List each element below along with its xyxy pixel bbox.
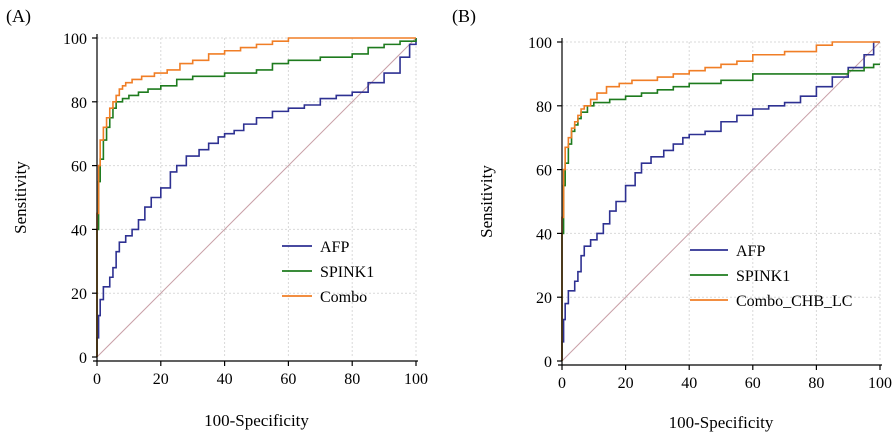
series-line-spink1 bbox=[96, 38, 417, 357]
x-tick-label-b: 0 bbox=[558, 375, 566, 392]
legend-a: AFP SPINK1 Combo bbox=[282, 239, 374, 306]
legend-b: AFP SPINK1 Combo_CHB_LC bbox=[690, 243, 852, 310]
y-tick-label-a: 100 bbox=[63, 31, 87, 48]
legend-label-afp: AFP bbox=[320, 239, 349, 256]
roc-chart-b: (B) 0 20 40 60 80 100 0 20 40 60 80 100 100-Specifi… bbox=[452, 6, 892, 432]
x-tick-label-b: 80 bbox=[808, 375, 824, 392]
y-axis-title-a: Sensitivity bbox=[11, 161, 30, 234]
legend-label-spink1: SPINK1 bbox=[320, 264, 374, 281]
x-tick-label-a: 60 bbox=[280, 371, 296, 388]
y-tick-label-a: 80 bbox=[71, 95, 87, 112]
x-tick-label-b: 20 bbox=[618, 375, 634, 392]
reference-line-a bbox=[96, 37, 417, 358]
x-tick-label-a: 20 bbox=[153, 371, 169, 388]
series-line-afp bbox=[96, 38, 417, 357]
series-b bbox=[561, 41, 880, 361]
x-tick-label-a: 40 bbox=[217, 371, 233, 388]
x-tick-label-a: 0 bbox=[93, 371, 101, 388]
series-line-combo-chb-lc bbox=[561, 41, 880, 361]
legend-label-spink1: SPINK1 bbox=[736, 268, 790, 285]
x-axis-title-b: 100-Specificity bbox=[669, 413, 774, 432]
y-tick-label-a: 0 bbox=[79, 350, 87, 367]
y-tick-label-b: 100 bbox=[528, 35, 552, 52]
y-tick-label-b: 40 bbox=[536, 226, 552, 243]
tick-labels-b: 0 20 40 60 80 100 0 20 40 60 80 100 bbox=[528, 35, 892, 392]
x-tick-label-b: 60 bbox=[745, 375, 761, 392]
axes-a bbox=[93, 34, 418, 362]
legend-label-combo: Combo bbox=[320, 289, 367, 306]
x-tick-label-b: 40 bbox=[681, 375, 697, 392]
series-a bbox=[96, 37, 417, 357]
reference-line-b bbox=[561, 41, 881, 362]
series-line-afp bbox=[561, 41, 880, 361]
x-tick-label-a: 100 bbox=[404, 371, 428, 388]
axes-b bbox=[558, 38, 882, 366]
panel-label-a: (A) bbox=[6, 6, 31, 27]
roc-chart-a: (A) 0 20 40 60 80 100 0 20 40 60 80 100 100-Specifi… bbox=[6, 6, 428, 430]
y-tick-label-a: 60 bbox=[71, 159, 87, 176]
y-tick-label-b: 60 bbox=[536, 163, 552, 180]
tick-labels-a: 0 20 40 60 80 100 0 20 40 60 80 100 bbox=[63, 31, 428, 388]
y-axis-title-b: Sensitivity bbox=[477, 165, 496, 238]
legend-label-afp: AFP bbox=[736, 243, 765, 260]
y-tick-label-a: 20 bbox=[71, 286, 87, 303]
x-tick-label-b: 100 bbox=[868, 375, 892, 392]
series-line-combo bbox=[96, 37, 416, 357]
y-tick-label-b: 0 bbox=[544, 354, 552, 371]
grid-a bbox=[97, 37, 417, 357]
y-tick-label-b: 20 bbox=[536, 290, 552, 307]
panel-label-b: (B) bbox=[452, 6, 476, 27]
y-tick-label-b: 80 bbox=[536, 99, 552, 116]
y-tick-label-a: 40 bbox=[71, 222, 87, 239]
x-tick-label-a: 80 bbox=[344, 371, 360, 388]
x-axis-title-a: 100-Specificity bbox=[204, 411, 309, 430]
grid-b bbox=[562, 41, 881, 361]
legend-label-combo-chb-lc: Combo_CHB_LC bbox=[736, 293, 852, 310]
